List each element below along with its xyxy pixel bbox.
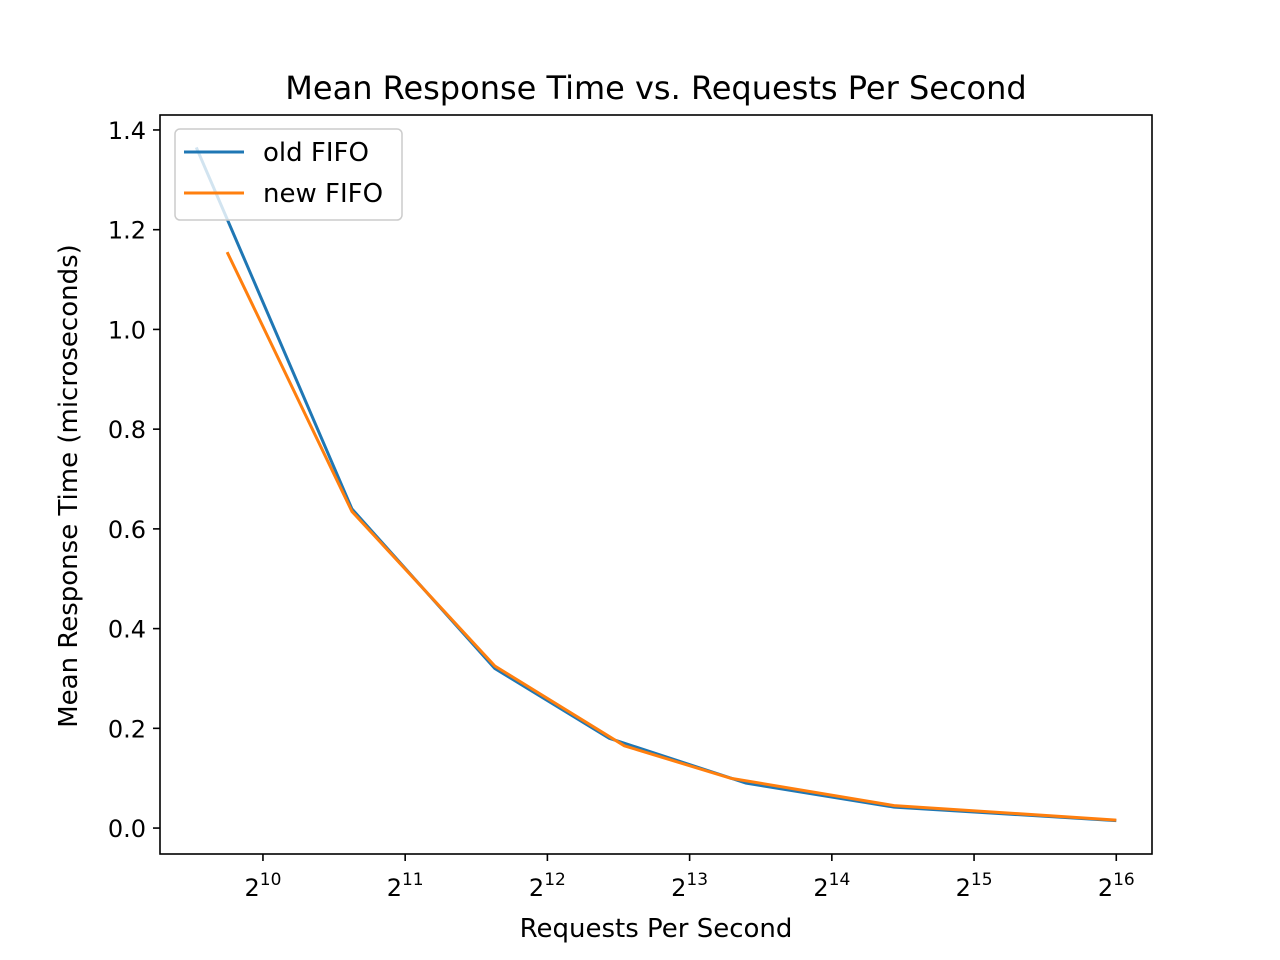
series-line-new-fifo [225, 251, 1117, 822]
y-tick-label: 0.0 [108, 815, 146, 843]
x-tick-label: 216 [1098, 870, 1135, 902]
x-axis: 210 211 212 213 214 215 216 [244, 854, 1135, 902]
legend: old FIFO new FIFO [174, 128, 403, 221]
x-tick-label: 211 [387, 870, 424, 902]
series-layer [194, 146, 1117, 823]
y-tick-label: 1.4 [108, 117, 146, 145]
y-tick-label: 0.2 [108, 715, 146, 743]
y-tick-label: 0.4 [108, 616, 146, 644]
x-tick-label: 212 [529, 870, 566, 902]
legend-label-new-fifo: new FIFO [263, 179, 383, 209]
y-tick-label: 1.0 [108, 316, 146, 344]
x-axis-label: Requests Per Second [520, 914, 793, 944]
y-tick-label: 0.8 [108, 416, 146, 444]
legend-label-old-fifo: old FIFO [263, 138, 369, 168]
y-tick-label: 1.2 [108, 217, 146, 245]
x-tick-label: 215 [956, 870, 993, 902]
chart-title: Mean Response Time vs. Requests Per Seco… [285, 69, 1026, 107]
y-axis-label: Mean Response Time (microseconds) [54, 244, 84, 728]
y-tick-label: 0.6 [108, 516, 146, 544]
plot-frame [159, 114, 1153, 855]
x-tick-label: 210 [244, 870, 281, 902]
x-tick-label: 214 [813, 870, 850, 902]
x-tick-label: 213 [671, 870, 708, 902]
plot-area [159, 114, 1153, 855]
y-axis: 0.0 0.2 0.4 0.6 0.8 1.0 1.2 1.4 [108, 117, 160, 843]
